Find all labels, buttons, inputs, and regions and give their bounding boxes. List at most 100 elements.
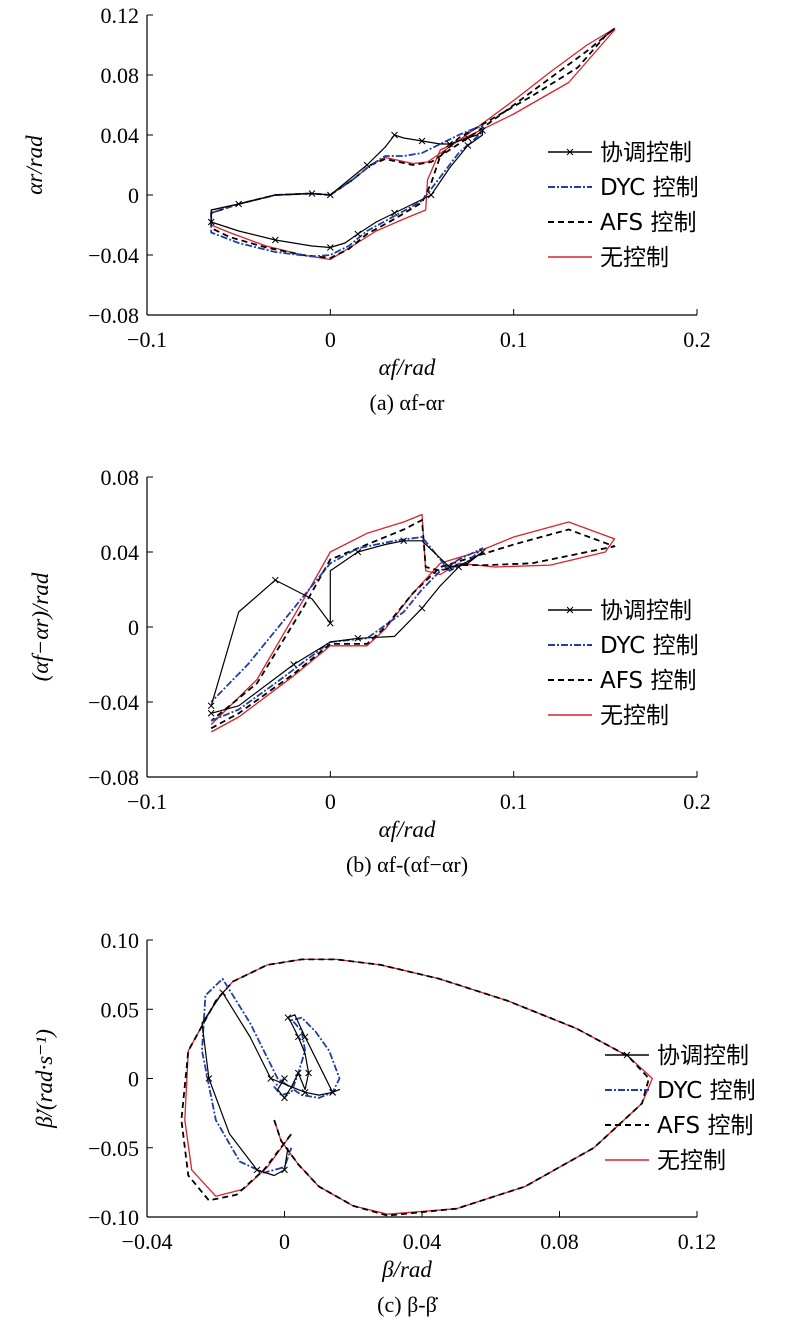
legend-label: DYC 控制	[600, 633, 699, 659]
series-line-afs	[180, 958, 650, 1217]
data-point-marker	[253, 1166, 261, 1174]
series-line-coordinated	[210, 540, 484, 714]
legend-label: AFS 控制	[600, 210, 696, 236]
y-tick-label: −0.04	[88, 243, 139, 268]
data-point-marker	[207, 702, 215, 710]
data-point-marker	[290, 661, 298, 668]
x-tick-label: 0.12	[678, 1229, 717, 1254]
x-tick-label: 0	[325, 789, 336, 814]
data-point-marker	[354, 548, 362, 556]
series-line-none	[210, 27, 616, 261]
data-point-marker	[329, 1088, 336, 1096]
legend-label: 协调控制	[600, 598, 692, 624]
data-point-marker	[391, 209, 398, 217]
y-tick-label: 0.08	[101, 63, 140, 88]
data-point-marker	[294, 1069, 302, 1077]
data-point-marker	[281, 1094, 288, 1102]
legend-label: AFS 控制	[657, 1113, 753, 1139]
x-tick-label: 0.2	[683, 327, 711, 352]
data-point-marker	[326, 191, 334, 199]
y-tick-label: −0.10	[88, 1205, 139, 1230]
data-point-marker	[284, 1014, 292, 1021]
y-tick-label: 0.04	[101, 123, 140, 148]
y-tick-label: 0.04	[101, 540, 140, 565]
data-point-marker	[354, 230, 362, 238]
x-tick-label: 0.1	[500, 327, 528, 352]
data-point-marker	[235, 200, 243, 208]
x-axis-label: β/rad	[381, 1257, 432, 1282]
panel-caption: (b) αf-(αf−αr)	[346, 852, 468, 877]
x-axis-label: αf/rad	[379, 355, 436, 380]
x-tick-label: 0	[279, 1229, 290, 1254]
data-point-marker	[326, 244, 334, 251]
y-tick-label: −0.08	[88, 765, 139, 790]
y-tick-label: −0.05	[88, 1136, 139, 1161]
y-tick-label: 0	[128, 183, 139, 208]
legend-label: 无控制	[657, 1148, 726, 1174]
y-axis-label: αr/rad	[22, 135, 47, 195]
legend-label: 协调控制	[600, 140, 692, 166]
data-point-marker	[446, 140, 453, 148]
data-point-marker	[205, 1075, 213, 1082]
x-tick-label: 0.1	[500, 789, 528, 814]
data-point-marker	[400, 537, 408, 545]
x-tick-label: 0.2	[683, 789, 711, 814]
legend-label: AFS 控制	[600, 668, 696, 694]
data-point-marker	[271, 576, 279, 584]
series-line-dyc	[201, 977, 341, 1174]
legend-marker	[566, 148, 574, 156]
series-line-dyc	[210, 125, 484, 258]
data-point-marker	[281, 1075, 288, 1082]
y-tick-label: 0.08	[101, 465, 140, 490]
data-point-marker	[479, 127, 486, 134]
x-tick-label: −0.04	[122, 1229, 173, 1254]
data-point-marker	[207, 218, 215, 226]
data-point-marker	[219, 989, 226, 996]
series-line-dyc	[210, 536, 484, 722]
panel-caption: (a) αf-αr	[370, 390, 446, 415]
series-line-none	[210, 513, 616, 733]
legend-marker	[566, 606, 574, 614]
y-tick-label: 0	[128, 1067, 139, 1092]
panel-caption: (c) β-β̇	[377, 1292, 439, 1317]
data-point-marker	[271, 236, 279, 244]
data-point-marker	[305, 1069, 312, 1077]
legend-label: 协调控制	[657, 1043, 749, 1069]
data-point-marker	[455, 563, 463, 571]
x-tick-label: −0.1	[127, 789, 167, 814]
y-axis-label: β̇/(rad·s⁻¹)	[32, 1029, 57, 1129]
data-point-marker	[427, 191, 435, 199]
chart-panel-3: −0.04 0 0.04 0.08 0.12 −0.10 −0.05 0 0.05 0.10 协调控…	[32, 928, 756, 1317]
series-line-afs	[210, 27, 616, 259]
legend-label: DYC 控制	[657, 1078, 756, 1104]
data-point-marker	[464, 134, 472, 142]
data-point-marker	[391, 131, 398, 139]
data-point-marker	[301, 1033, 309, 1041]
series-line-coordinated	[201, 991, 341, 1177]
y-tick-label: 0.12	[101, 3, 140, 28]
data-point-marker	[301, 1088, 309, 1096]
y-tick-label: 0.05	[101, 997, 140, 1022]
data-point-marker	[267, 1075, 275, 1082]
data-point-marker	[326, 619, 334, 627]
chart-panel-2: −0.1 0 0.1 0.2 −0.08 −0.04 0 0.04 0.08 协调控制 DYC 控制…	[28, 465, 711, 877]
data-point-marker	[446, 563, 453, 571]
legend-marker	[623, 1051, 631, 1059]
data-point-marker	[294, 1033, 302, 1041]
y-tick-label: −0.08	[88, 303, 139, 328]
y-tick-label: 0	[128, 615, 139, 640]
series-line-afs	[210, 519, 616, 730]
data-point-marker	[464, 142, 472, 149]
chart-panel-1: −0.1 0 0.1 0.2 −0.08 −0.04 0 0.04 0.08 0.12 协调控制 DY…	[22, 3, 711, 415]
x-tick-label: 0.04	[403, 1229, 442, 1254]
legend-label: 无控制	[600, 703, 669, 729]
y-tick-label: 0.10	[101, 928, 140, 953]
x-tick-label: 0	[325, 327, 336, 352]
data-point-marker	[308, 190, 316, 197]
x-tick-label: −0.1	[127, 327, 167, 352]
x-axis-label: αf/rad	[379, 817, 436, 842]
legend-label: DYC 控制	[600, 175, 699, 201]
y-axis-label: (αf−αr)/rad	[28, 572, 53, 681]
data-point-marker	[354, 634, 362, 642]
